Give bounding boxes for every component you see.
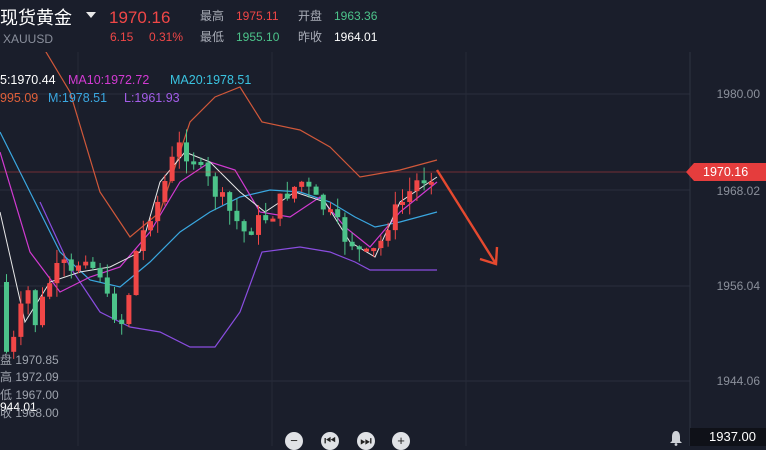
- axis-label: 1956.04: [716, 279, 760, 293]
- bottom-axis-value: 1937.00: [690, 428, 766, 446]
- boll-lower-value: L:1961.93: [124, 91, 180, 105]
- ohlc-close: 944.01: [0, 400, 37, 414]
- prev-close-label: 昨收: [298, 30, 323, 44]
- low-value: 1955.10: [236, 30, 280, 44]
- boll-upper-value: 995.09: [0, 91, 39, 105]
- instrument-title[interactable]: 现货黄金: [0, 8, 72, 28]
- first-page-button[interactable]: ⏮: [321, 432, 339, 450]
- prev-close-value: 1964.01: [334, 30, 378, 44]
- bell-icon[interactable]: [668, 430, 684, 446]
- axis-label: 1944.06: [716, 374, 760, 388]
- current-price: 1970.16: [109, 8, 171, 27]
- last-page-button[interactable]: ⏭: [357, 432, 375, 450]
- ma20-value: MA20:1978.51: [170, 73, 252, 87]
- current-price-tag: 1970.16: [686, 163, 766, 181]
- ohlc-open: 盘 1970.85: [0, 353, 59, 367]
- boll-mid-value: M:1978.51: [48, 91, 108, 105]
- ma5-value: 5:1970.44: [0, 73, 56, 87]
- trend-arrow: [435, 169, 499, 266]
- high-label: 最高: [200, 9, 225, 23]
- open-label: 开盘: [298, 9, 323, 23]
- zoom-in-button[interactable]: +: [392, 432, 410, 450]
- candles: [4, 129, 434, 359]
- chevron-down-icon[interactable]: [86, 12, 96, 18]
- open-value: 1963.36: [334, 9, 378, 23]
- price-change: 6.15: [110, 30, 134, 44]
- high-value: 1975.11: [236, 9, 279, 23]
- ohlc-low: 低 1967.00: [0, 388, 59, 402]
- quote-header: 现货黄金 1970.16 XAUUSD 6.15 0.31% 最高 1975.1…: [0, 0, 766, 52]
- zoom-out-button[interactable]: −: [285, 432, 303, 450]
- ohlc-high: 高 1972.09: [0, 370, 59, 384]
- ma10-value: MA10:1972.72: [68, 73, 150, 87]
- low-label: 最低: [200, 30, 225, 44]
- symbol-code: XAUUSD: [3, 32, 54, 46]
- candlestick-chart[interactable]: [0, 52, 766, 446]
- price-change-pct: 0.31%: [149, 30, 184, 44]
- axis-label: 1980.00: [716, 87, 760, 101]
- ohlc-close-2: 收 1968.00: [0, 406, 59, 420]
- axis-label: 1968.02: [716, 184, 760, 198]
